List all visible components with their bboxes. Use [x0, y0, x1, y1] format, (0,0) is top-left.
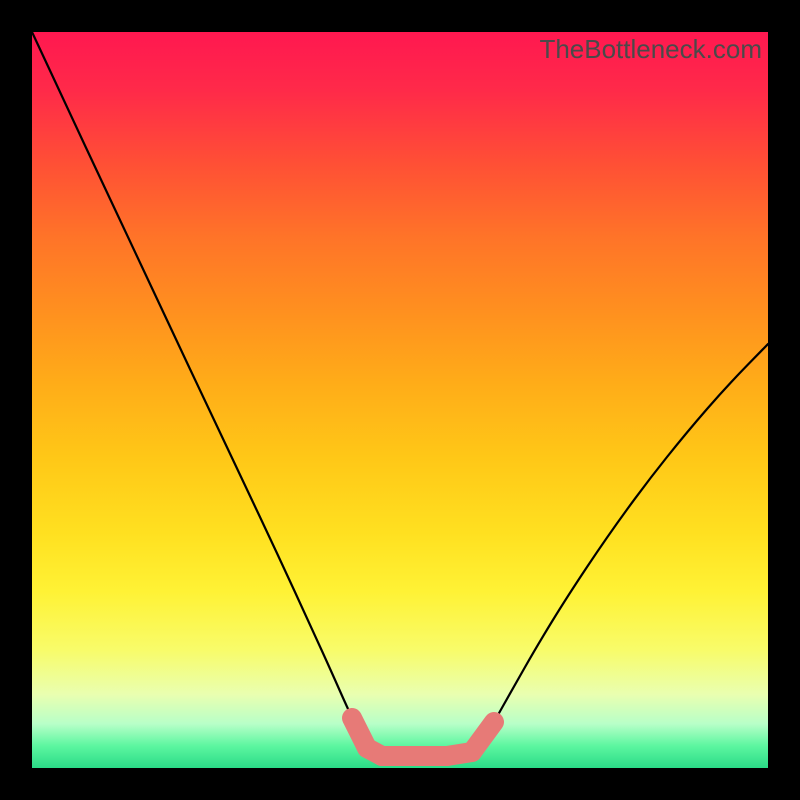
- plot-area: TheBottleneck.com: [32, 32, 768, 768]
- canvas-root: TheBottleneck.com: [0, 0, 800, 800]
- valley-marker: [352, 718, 494, 756]
- chart-svg: [32, 32, 768, 768]
- curve-right-branch: [482, 344, 768, 744]
- curve-left-branch: [32, 32, 367, 748]
- valley-marker-segment: [472, 722, 494, 752]
